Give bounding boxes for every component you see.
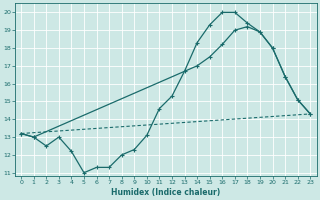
X-axis label: Humidex (Indice chaleur): Humidex (Indice chaleur) bbox=[111, 188, 220, 197]
